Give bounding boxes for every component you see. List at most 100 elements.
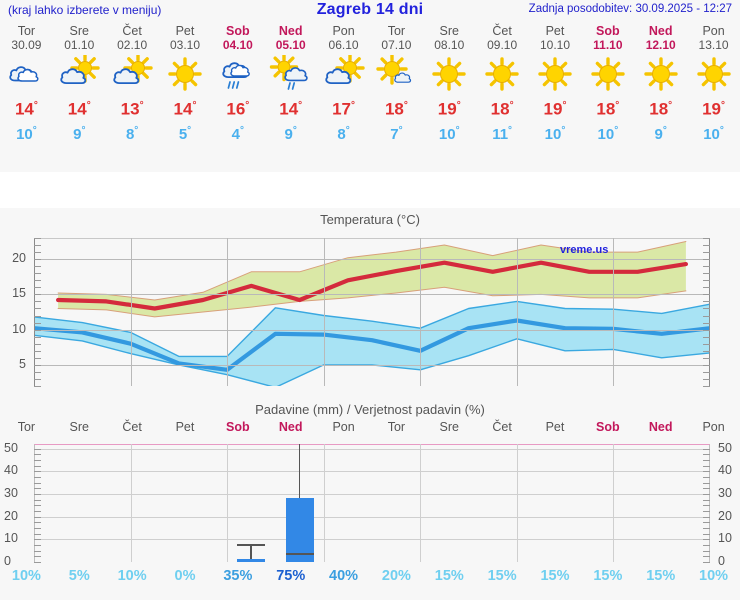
precipitation-y-label: 0 [718, 554, 725, 568]
forecast-temp-max: 18° [596, 99, 620, 119]
temperature-axis-tick [703, 343, 710, 345]
forecast-temp-min: 9° [73, 124, 86, 143]
temperature-axis-tick [703, 266, 710, 268]
temperature-axis-tick [703, 252, 710, 254]
forecast-temp-min: 10° [703, 124, 724, 143]
forecast-date: 07.10 [381, 38, 412, 52]
partly-sunny-icon [106, 55, 159, 93]
precipitation-day-label: Tor [387, 420, 406, 434]
precipitation-probability-label: 15% [593, 568, 623, 584]
precipitation-bar [285, 498, 314, 562]
temperature-axis-tick [34, 259, 41, 261]
forecast-temp-max: 19° [543, 99, 567, 119]
forecast-date: 30.09 [11, 38, 42, 52]
precipitation-day-label: Čet [492, 420, 512, 434]
cloudy-icon [0, 55, 53, 93]
temperature-day-divider [130, 238, 132, 386]
forecast-day-column: Čet 09.10 18° 11° [476, 24, 529, 145]
precipitation-probability-label: 10% [117, 568, 147, 584]
precipitation-axis-tick [34, 499, 41, 501]
precipitation-gridline [34, 471, 710, 473]
forecast-weekday: Pet [175, 24, 195, 38]
precipitation-whisker [250, 543, 253, 562]
temperature-axis-tick [34, 343, 41, 345]
temperature-y-label: 10 [12, 321, 26, 336]
precipitation-chart-title: Padavine (mm) / Verjetnost padavin (%) [255, 402, 485, 417]
temperature-axis-tick [34, 315, 41, 317]
temperature-gridline [34, 294, 710, 296]
temperature-day-divider [227, 238, 229, 386]
precipitation-axis-tick [34, 482, 41, 484]
precipitation-gridline [34, 539, 710, 541]
forecast-day-column: Tor 07.10 18° 7° [370, 24, 423, 145]
precipitation-whisker-cap [237, 543, 266, 546]
forecast-date: 13.10 [698, 38, 729, 52]
precipitation-axis-tick [34, 539, 41, 541]
forecast-day-column: Ned 05.10 14° 9° [264, 24, 317, 145]
precipitation-probability-label: 15% [646, 568, 676, 584]
rain-icon [211, 55, 264, 93]
forecast-temp-max: 19° [437, 99, 461, 119]
precipitation-axis-tick [34, 522, 41, 524]
precipitation-day-label: Pet [545, 420, 565, 434]
forecast-temp-max: 18° [490, 99, 514, 119]
forecast-temp-min: 9° [284, 124, 297, 143]
temperature-axis-tick [703, 259, 710, 261]
section-separator [0, 172, 740, 208]
temperature-axis-tick [703, 273, 710, 275]
forecast-date: 03.10 [169, 38, 200, 52]
precipitation-day-label: Ned [278, 420, 303, 434]
temperature-day-divider [613, 238, 615, 386]
forecast-day-column: Sob 11.10 18° 10° [581, 24, 634, 145]
forecast-weekday: Pet [545, 24, 565, 38]
precipitation-axis-tick [34, 476, 41, 478]
temperature-axis-tick [703, 245, 710, 247]
forecast-temp-max: 18° [384, 99, 408, 119]
forecast-date: 09.10 [487, 38, 518, 52]
temperature-y-label: 5 [19, 356, 26, 371]
temperature-axis-tick [703, 308, 710, 310]
forecast-weekday: Sob [226, 24, 250, 38]
precipitation-axis-tick [34, 516, 41, 518]
forecast-temp-min: 10° [438, 124, 460, 143]
precipitation-day-label: Pet [175, 420, 195, 434]
temperature-gridline [34, 259, 710, 261]
precipitation-y-label: 50 [718, 440, 732, 455]
precipitation-axis-tick [34, 505, 41, 507]
temperature-axis-tick [703, 371, 710, 373]
precipitation-y-label: 10 [718, 531, 732, 546]
precipitation-day-divider [227, 444, 229, 562]
temperature-y-label: 15 [12, 286, 26, 301]
temperature-axis-tick [34, 308, 41, 310]
forecast-temp-max: 13° [120, 99, 144, 119]
precipitation-axis-tick [703, 544, 710, 546]
forecast-day-column: Tor 30.09 14° 10° [0, 24, 53, 145]
sunny-icon [423, 55, 476, 93]
forecast-temp-min: 4° [231, 124, 245, 143]
forecast-weekday: Sre [69, 24, 89, 38]
forecast-temp-max: 14° [173, 99, 197, 119]
precipitation-gridline [34, 516, 710, 518]
precipitation-y-label: 0 [4, 554, 11, 568]
precipitation-probability-label: 15% [540, 568, 570, 584]
forecast-temp-max: 14° [279, 99, 303, 119]
temperature-axis-tick [34, 252, 41, 254]
precipitation-axis-tick [34, 465, 41, 467]
forecast-day-column: Sob 04.10 16° 4° [211, 24, 264, 145]
precipitation-axis-tick [703, 499, 710, 501]
precipitation-plot-border [34, 444, 710, 562]
precipitation-axis-tick [34, 556, 41, 558]
sunny-icon [634, 55, 687, 93]
forecast-weekday: Pon [332, 24, 355, 38]
precipitation-probability-label: 15% [434, 568, 464, 584]
precipitation-probability-label: 0% [174, 568, 196, 584]
precipitation-gridline [34, 493, 710, 495]
temperature-axis-tick [34, 357, 41, 359]
last-update-text: Zadnja posodobitev: 30.09.2025 - 12:27 [528, 3, 732, 15]
precipitation-y-label: 50 [4, 440, 18, 455]
precipitation-axis-tick [703, 465, 710, 467]
temperature-axis-tick [703, 315, 710, 317]
sunny-icon [476, 55, 529, 93]
forecast-weekday: Tor [387, 24, 406, 38]
forecast-temp-max: 14° [67, 99, 91, 119]
